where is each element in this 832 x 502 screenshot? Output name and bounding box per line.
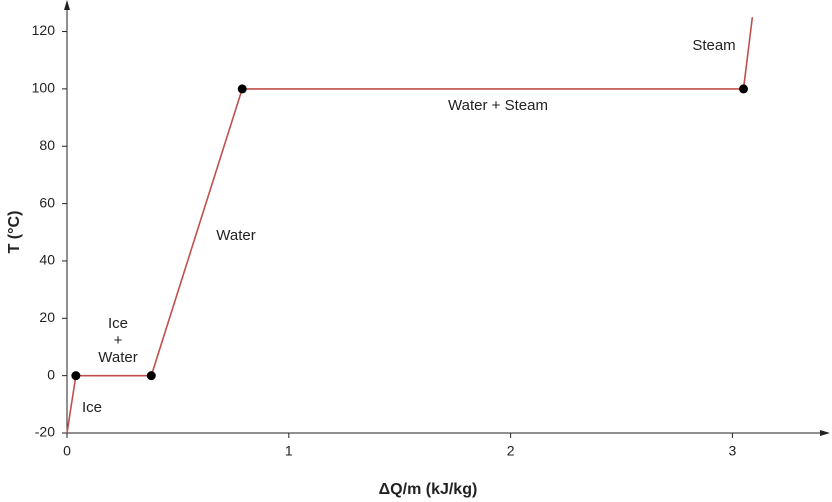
data-point	[146, 371, 156, 381]
x-tick-label: 0	[63, 443, 71, 459]
y-tick-label: 20	[39, 309, 55, 325]
data-line	[66, 17, 754, 434]
x-axis-title: ΔQ/m (kJ/kg)	[379, 481, 478, 498]
annotation: Water	[216, 227, 255, 244]
x-tick-label: 3	[729, 443, 737, 459]
data-point	[237, 84, 247, 94]
x-axis-arrow	[820, 430, 830, 436]
x-tick-label: 2	[507, 443, 515, 459]
y-axis-title: T (°C)	[6, 211, 23, 254]
y-tick-label: 80	[39, 137, 55, 153]
y-tick-label: 100	[32, 80, 56, 96]
data-point	[71, 371, 81, 381]
x-tick-label: 1	[285, 443, 293, 459]
y-tick-label: 60	[39, 194, 55, 210]
y-tick-label: -20	[35, 424, 55, 440]
y-axis-arrow	[64, 0, 70, 10]
y-tick-label: 0	[47, 366, 55, 382]
annotation: +	[114, 332, 123, 349]
y-tick-label: 120	[32, 22, 56, 38]
y-tick-label: 40	[39, 252, 55, 268]
annotation: Ice	[82, 399, 102, 416]
annotation: Steam	[692, 37, 735, 54]
annotation: Ice	[108, 315, 128, 332]
data-point	[738, 84, 748, 94]
annotation: Water + Steam	[448, 97, 548, 114]
annotation: Water	[98, 349, 137, 366]
